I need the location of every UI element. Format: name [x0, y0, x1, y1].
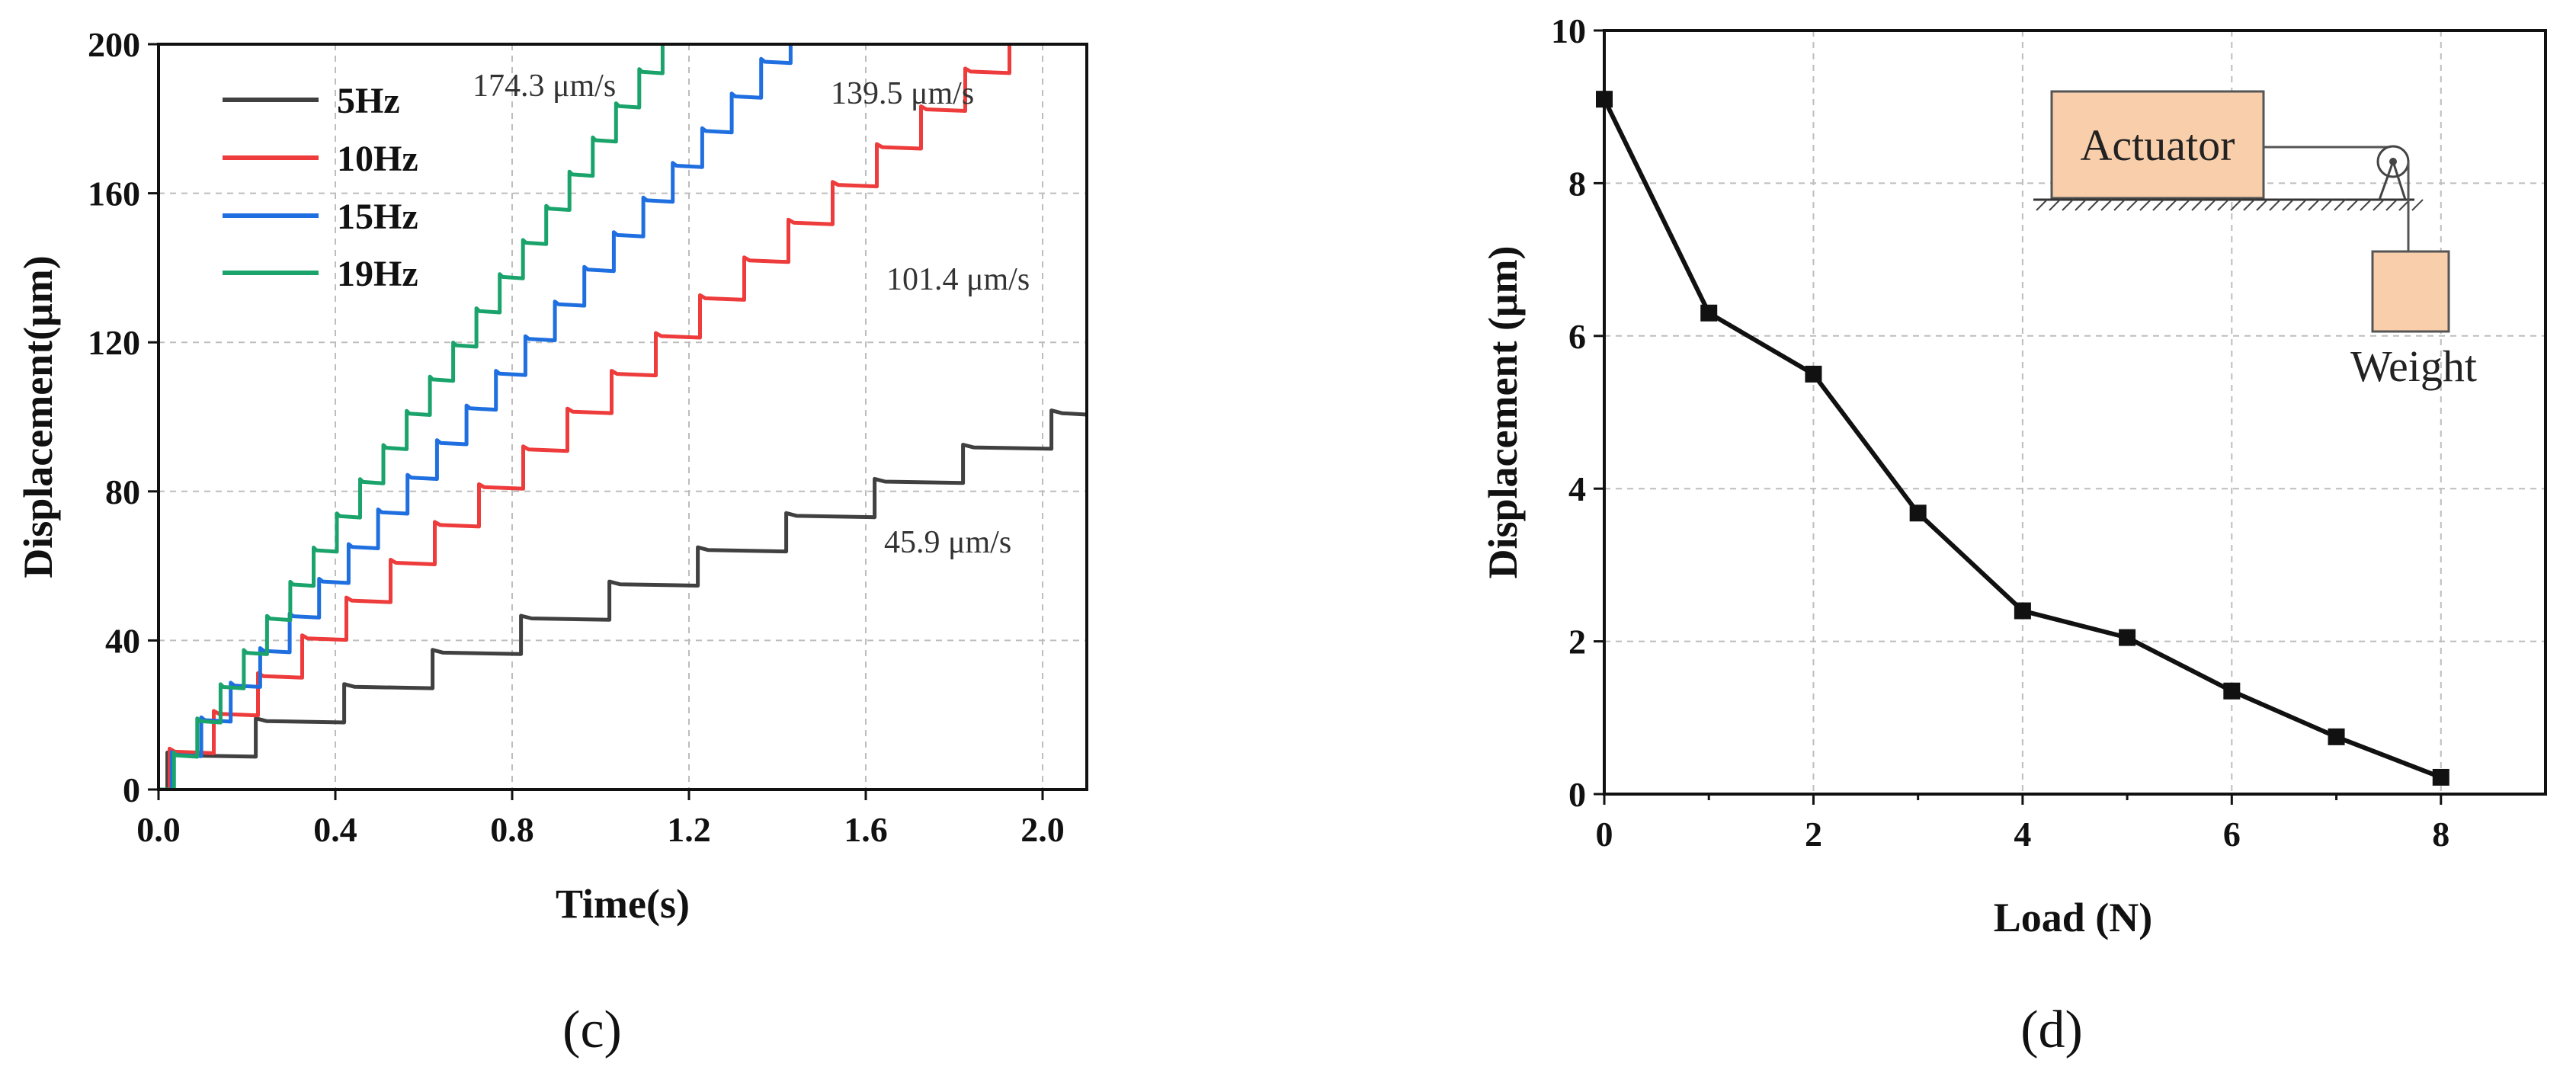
hatch-line [2036, 199, 2048, 211]
chart-c-ticks: 0.0 0.4 0.8 1.2 1.6 2.0 0 40 80 120 160 200 [88, 25, 1065, 849]
chart-d-xlabel: Load (N) [1994, 895, 2153, 940]
hatch-line [2191, 199, 2203, 211]
chart-c-ylabel: Displacement(μm) [15, 255, 61, 578]
hatch-line [2385, 199, 2398, 211]
hatch-line [2178, 199, 2190, 211]
hatch-line [2295, 199, 2307, 211]
chart-c-xlabel: Time(s) [556, 881, 690, 927]
x-tick-label: 0.0 [136, 810, 181, 849]
hatch-line [2334, 199, 2346, 211]
legend-label-5hz: 5Hz [337, 81, 400, 121]
chart-d-frame [1603, 29, 2547, 796]
y-tick-label: 40 [105, 621, 140, 660]
y-tick-label: 2 [1568, 623, 1586, 661]
chart-d-ticks: 0 2 4 6 8 0 2 4 6 8 10 [1551, 11, 2449, 854]
x-tick-label: 0.8 [490, 810, 534, 849]
chart-c-series [159, 44, 1087, 790]
y-tick-label: 120 [88, 323, 140, 362]
data-point [2223, 682, 2241, 700]
x-tick-label: 1.6 [844, 810, 888, 849]
data-point [1700, 304, 1718, 322]
x-tick-label: 1.2 [667, 810, 711, 849]
hatch-line [2075, 199, 2087, 211]
x-tick-label: 2 [1805, 815, 1822, 854]
actuator-box [2050, 90, 2265, 200]
legend-label-15hz: 15Hz [337, 197, 418, 237]
hatch-line [2113, 199, 2126, 211]
hatch-line [2282, 199, 2294, 211]
hatch-line [2152, 199, 2164, 211]
hatch-line [2087, 199, 2100, 211]
hatch-line [2062, 199, 2074, 211]
data-point [1909, 504, 1927, 522]
pulley-support-right [2392, 161, 2407, 200]
chart-c: 0.0 0.4 0.8 1.2 1.6 2.0 0 40 80 120 160 200 Time(s)… [15, 25, 1088, 1059]
ground-hatch [2036, 199, 2424, 211]
hatch-line [2165, 199, 2177, 211]
annotation-15hz-speed: 139.5 μm/s [831, 76, 974, 111]
y-tick-label: 160 [88, 175, 140, 213]
weight-label: Weight [2350, 341, 2477, 391]
x-tick-label: 2.0 [1020, 810, 1065, 849]
hatch-line [2321, 199, 2333, 211]
chart-c-legend: 5Hz 10Hz 15Hz 19Hz [223, 81, 418, 294]
x-tick-label: 6 [2223, 815, 2241, 854]
data-point [2328, 728, 2345, 745]
weight-box [2371, 250, 2450, 333]
x-tick-label: 0 [1596, 815, 1613, 854]
x-tick-label: 0.4 [313, 810, 357, 849]
hatch-line [2269, 199, 2281, 211]
hatch-line [2347, 199, 2359, 211]
series-line-19hz [159, 44, 665, 790]
data-point [2432, 768, 2449, 786]
hatch-line [2126, 199, 2139, 211]
y-tick-label: 4 [1568, 469, 1586, 508]
chart-d-ylabel: Displacement (μm) [1480, 245, 1526, 578]
panel-label-c: (c) [562, 1001, 622, 1059]
hatch-line [2100, 199, 2113, 211]
data-point [1805, 365, 1822, 383]
y-tick-label: 0 [123, 770, 140, 809]
y-tick-label: 80 [105, 472, 140, 511]
x-tick-label: 4 [2014, 815, 2031, 854]
hatch-line [2243, 199, 2255, 211]
y-tick-label: 10 [1551, 11, 1586, 50]
hatch-line [2204, 199, 2216, 211]
hatch-line [2049, 199, 2061, 211]
series-line-15hz [159, 44, 793, 790]
y-tick-label: 0 [1568, 775, 1586, 814]
hatch-line [2256, 199, 2268, 211]
legend-label-10hz: 10Hz [337, 139, 418, 179]
hatch-line [2217, 199, 2229, 211]
annotation-10hz-speed: 101.4 μm/s [886, 262, 1030, 297]
hatch-line [2411, 199, 2424, 211]
y-tick-label: 8 [1568, 164, 1586, 203]
hatch-line [2373, 199, 2385, 211]
hatch-line [2230, 199, 2242, 211]
series-line-5hz [159, 408, 1087, 790]
panel-label-d: (d) [2020, 1001, 2083, 1059]
inset-diagram: Actuator Weight [2033, 90, 2477, 391]
legend-label-19hz: 19Hz [337, 254, 418, 294]
y-tick-label: 6 [1568, 317, 1586, 356]
data-point [2119, 629, 2136, 646]
hatch-line [2308, 199, 2320, 211]
x-tick-label: 8 [2432, 815, 2449, 854]
chart-c-frame [157, 43, 1088, 791]
data-point [2014, 602, 2031, 620]
hatch-line [2139, 199, 2151, 211]
y-tick-label: 200 [88, 25, 140, 64]
pulley-support-left [2378, 161, 2395, 200]
hatch-line [2360, 199, 2372, 211]
annotation-5hz-speed: 45.9 μm/s [884, 525, 1011, 560]
series-line-10hz [159, 44, 1011, 790]
annotation-19hz-speed: 174.3 μm/s [473, 69, 616, 104]
actuator-label: Actuator [2081, 120, 2235, 170]
